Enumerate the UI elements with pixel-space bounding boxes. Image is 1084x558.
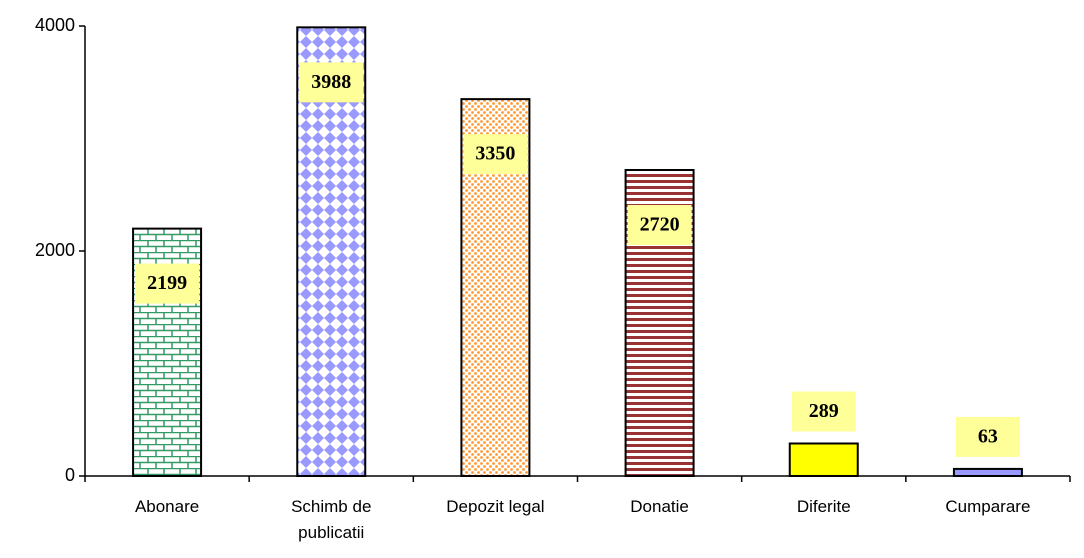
bar [952,467,1023,478]
value-label: 3988 [311,71,351,93]
value-label-bg [627,205,692,245]
x-tick-label: Schimb de publicatii [291,497,372,542]
value-label-bg [135,263,200,304]
x-tick-label: Donatie [630,497,689,516]
value-label-bg [955,416,1020,457]
y-tick-label: 2000 [35,240,75,260]
value-label-bg [791,391,856,432]
value-label: 289 [809,400,839,422]
value-label: 2199 [147,272,187,294]
value-label-bg [299,62,364,103]
x-tick-label: Abonare [134,497,200,516]
y-tick-label: 4000 [35,15,75,35]
value-label-bg [463,134,528,175]
value-label: 2720 [640,214,680,236]
bar [788,442,859,477]
value-label: 63 [978,426,998,448]
value-label: 3350 [475,143,515,165]
x-tick-label: Depozit legal [446,497,545,516]
x-tick-label: Diferite [796,497,851,516]
x-tick-label: Cumparare [945,497,1031,516]
y-tick-label: 0 [65,465,75,485]
